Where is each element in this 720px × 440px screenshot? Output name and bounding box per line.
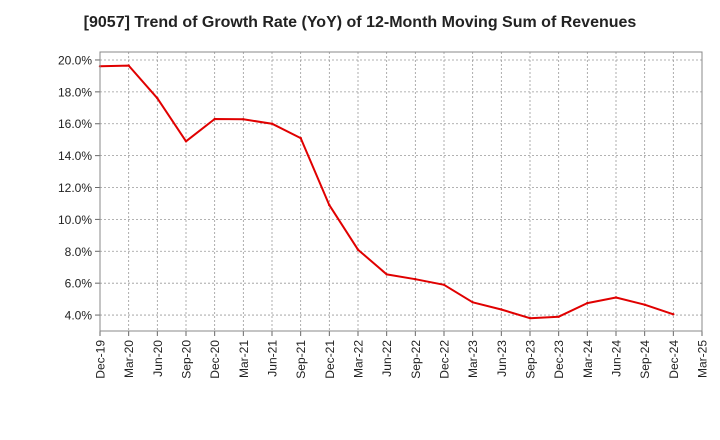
data-point: [500, 308, 503, 311]
data-point: [643, 303, 646, 306]
data-point: [414, 278, 417, 281]
data-point: [471, 301, 474, 304]
x-tick-label: Sep-20: [180, 340, 194, 379]
y-tick-label: 6.0%: [65, 277, 93, 291]
data-point: [442, 283, 446, 286]
x-tick-label: Sep-23: [524, 340, 538, 379]
x-tick-label: Sep-21: [294, 340, 308, 379]
x-tick-label: Jun-24: [610, 340, 624, 377]
axes: 4.0% 6.0% 8.0% 10.0% 12.0% 14.0% 16.0% 18.0% 20.…: [58, 53, 710, 378]
data-point: [184, 140, 188, 143]
data-point: [127, 64, 130, 67]
x-tick-label: Mar-22: [352, 340, 366, 378]
x-tick-label: Jun-20: [151, 340, 165, 377]
data-point: [270, 122, 274, 125]
data-point: [385, 273, 388, 276]
y-tick-label: 4.0%: [65, 309, 93, 323]
x-tick-label: Dec-22: [438, 340, 452, 379]
y-tick-label: 10.0%: [58, 213, 92, 227]
data-point: [356, 248, 360, 251]
data-point: [528, 317, 532, 320]
x-tick-label: Jun-21: [266, 340, 280, 377]
y-tick-label: 12.0%: [58, 181, 92, 195]
x-tick-label: Mar-24: [581, 340, 595, 378]
x-tick-label: Dec-24: [667, 340, 681, 379]
plot-frame: [99, 51, 703, 332]
x-tick-label: Dec-21: [323, 340, 337, 379]
x-tick-label: Dec-20: [208, 340, 222, 379]
data-point: [586, 301, 589, 305]
data-point: [156, 97, 159, 100]
x-tick-label: Jun-22: [380, 340, 394, 377]
grid-lines: [100, 52, 702, 331]
data-point: [672, 313, 675, 316]
data-point: [242, 118, 245, 121]
data-point: [328, 203, 331, 207]
series-layer: [98, 64, 675, 320]
x-tick-label: Mar-20: [122, 340, 136, 378]
x-tick-label: Mar-23: [466, 340, 480, 378]
x-tick-label: Dec-23: [552, 340, 566, 379]
x-tick-label: Mar-25: [696, 340, 710, 378]
y-tick-label: 16.0%: [58, 117, 92, 131]
x-tick-label: Sep-24: [638, 340, 652, 379]
chart-title: [9057] Trend of Growth Rate (YoY) of 12-…: [83, 14, 637, 31]
data-point: [557, 315, 560, 318]
data-point: [213, 117, 216, 121]
x-tick-label: Jun-23: [495, 340, 509, 377]
y-tick-label: 20.0%: [58, 53, 92, 67]
y-tick-label: 18.0%: [58, 85, 92, 99]
data-point: [614, 296, 618, 299]
x-tick-label: Mar-21: [237, 340, 251, 378]
y-tick-label: 8.0%: [65, 245, 93, 259]
x-tick-label: Dec-19: [94, 340, 108, 379]
x-tick-label: Sep-22: [409, 340, 423, 379]
y-tick-label: 14.0%: [58, 149, 92, 163]
data-point: [299, 136, 302, 140]
